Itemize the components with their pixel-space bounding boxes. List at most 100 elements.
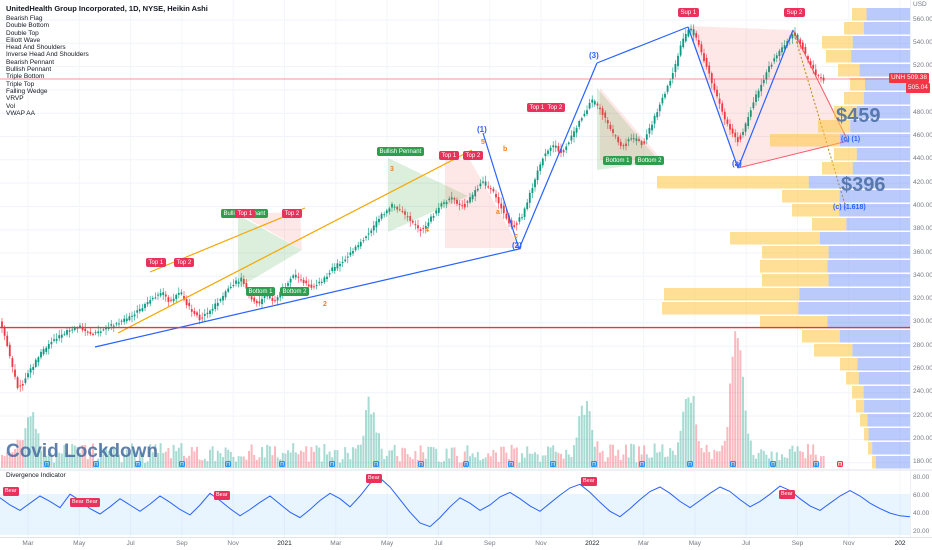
- elliott-wave-label[interactable]: (1): [477, 125, 487, 134]
- time-tick: May: [380, 539, 394, 547]
- elliott-wave-label[interactable]: b: [503, 146, 508, 153]
- pattern-badge-top-1[interactable]: Top 1: [439, 151, 459, 160]
- buy-marker[interactable]: B: [770, 461, 776, 467]
- indicator-bearish-pennant[interactable]: Bearish Pennant: [6, 58, 55, 66]
- indicator-list: Bearish Flag Double Bottom Double Top Ellio…: [6, 15, 208, 117]
- price-tick: 320.00: [913, 295, 932, 303]
- oscillator-tick: 60.00: [913, 491, 930, 499]
- oscillator-tick: 20.00: [913, 527, 930, 535]
- pattern-badge-bottom-1[interactable]: Bottom 1: [603, 156, 633, 165]
- elliott-wave-label[interactable]: 2: [323, 301, 327, 308]
- buy-marker[interactable]: B: [179, 461, 185, 467]
- indicator-double-top[interactable]: Double Top: [6, 29, 39, 37]
- buy-marker[interactable]: B: [225, 461, 231, 467]
- bear-signal-badge[interactable]: Bear: [581, 477, 597, 486]
- elliott-wave-label[interactable]: (3): [589, 51, 599, 60]
- buy-marker[interactable]: B: [508, 461, 514, 467]
- indicator-triple-top[interactable]: Triple Top: [6, 80, 35, 88]
- time-tick: 2021: [277, 539, 292, 547]
- time-tick: Nov: [843, 539, 855, 547]
- indicator-bearish-flag[interactable]: Bearish Flag: [6, 15, 43, 22]
- buy-marker[interactable]: B: [730, 461, 736, 467]
- sell-marker[interactable]: B: [837, 461, 843, 467]
- price-tick: 460.00: [913, 132, 932, 139]
- indicator-vrvp[interactable]: VRVP: [6, 95, 24, 103]
- indicator-vwap-aa[interactable]: VWAP AA: [6, 109, 35, 117]
- pattern-badge-bullish-pennant[interactable]: Bullish Pennant: [377, 147, 424, 156]
- time-tick: Nov: [535, 539, 547, 547]
- elliott-wave-label[interactable]: (2): [512, 241, 522, 250]
- price-target-459[interactable]: $459: [836, 105, 881, 127]
- pattern-badge-bottom-1[interactable]: Bottom 1: [246, 287, 276, 296]
- pattern-badge-top-1[interactable]: Top 1: [235, 209, 255, 218]
- pattern-badge-top-2[interactable]: Top 2: [463, 151, 483, 160]
- elliott-wave-label[interactable]: a: [496, 209, 500, 216]
- bear-signal-badge[interactable]: Bear: [84, 498, 100, 507]
- indicator-double-bottom[interactable]: Double Bottom: [6, 22, 49, 30]
- price-target-396[interactable]: $396: [841, 174, 886, 196]
- buy-marker[interactable]: B: [373, 461, 379, 467]
- pattern-badge-sup-1[interactable]: Sup 1: [678, 8, 699, 17]
- indicator-vol[interactable]: Vol: [6, 102, 16, 110]
- buy-marker[interactable]: B: [687, 461, 693, 467]
- price-tick: 520.00: [913, 62, 932, 70]
- elliott-wave-label[interactable]: c: [514, 233, 518, 240]
- divergence-indicator-title[interactable]: Divergence Indicator: [6, 472, 66, 479]
- covid-lockdown-annotation[interactable]: Covid Lockdown: [6, 441, 158, 462]
- indicator-inverse-head-and-shoulders[interactable]: Inverse Head And Shoulders: [6, 51, 89, 59]
- price-tick: 380.00: [913, 225, 932, 233]
- pattern-badge-top-1[interactable]: Top 1: [527, 103, 547, 112]
- bear-signal-badge[interactable]: Bear: [3, 487, 19, 496]
- pattern-badge-bottom-2[interactable]: Bottom 2: [280, 287, 310, 296]
- time-tick: May: [73, 539, 86, 547]
- pattern-badge-top-2[interactable]: Top 2: [545, 103, 565, 112]
- price-tick: 360.00: [913, 248, 932, 256]
- pattern-badge-top-2[interactable]: Top 2: [174, 258, 194, 267]
- buy-marker[interactable]: B: [550, 461, 556, 467]
- bear-signal-badge[interactable]: Bear: [70, 498, 86, 507]
- symbol-title[interactable]: UnitedHealth Group Incorporated, 1D, NYS…: [6, 4, 208, 13]
- pattern-badge-sup-2[interactable]: Sup 2: [784, 8, 805, 17]
- price-tick: 480.00: [913, 108, 932, 116]
- price-axis[interactable]: USD 560.00 540.00 520.00 480.00 460.00 440.00…: [910, 0, 932, 537]
- buy-marker[interactable]: B: [591, 461, 597, 467]
- time-tick: Mar: [22, 539, 34, 547]
- elliott-wave-label[interactable]: 3: [390, 166, 394, 173]
- pattern-badge-bottom-2[interactable]: Bottom 2: [635, 156, 665, 165]
- price-tick: 240.00: [913, 388, 932, 396]
- buy-marker[interactable]: B: [639, 461, 645, 467]
- fib-label-c1618[interactable]: (c) (1.618): [833, 204, 866, 211]
- indicator-falling-wedge[interactable]: Falling Wedge: [6, 87, 48, 95]
- buy-marker[interactable]: B: [44, 461, 50, 467]
- oscillator-tick: 80.00: [913, 473, 930, 481]
- buy-marker[interactable]: B: [329, 461, 335, 467]
- time-tick: Mar: [637, 539, 650, 547]
- indicator-head-and-shoulders[interactable]: Head And Shoulders: [6, 44, 66, 52]
- indicator-bullish-pennant[interactable]: Bullish Pennant: [6, 66, 52, 74]
- elliott-wave-label[interactable]: 5: [481, 139, 485, 146]
- price-tick: 420.00: [913, 178, 932, 186]
- last-price-value: 509.38: [907, 73, 927, 81]
- buy-marker[interactable]: B: [463, 461, 469, 467]
- buy-marker[interactable]: B: [135, 461, 141, 467]
- time-axis[interactable]: Mar May Jul Sep Nov 2021 Mar May Jul Sep Nov 2022 Ma…: [0, 537, 932, 550]
- fib-label-c1[interactable]: (c) (1): [841, 136, 861, 143]
- last-price-symbol: UNH: [891, 73, 906, 81]
- pattern-badge-top-1[interactable]: Top 1: [146, 258, 166, 267]
- buy-marker[interactable]: B: [418, 461, 424, 467]
- indicator-elliott-wave[interactable]: Elliott Wave: [6, 36, 41, 44]
- bear-signal-badge[interactable]: Bear: [779, 490, 795, 499]
- elliott-wave-label[interactable]: 4: [425, 227, 429, 234]
- buy-marker[interactable]: B: [813, 461, 819, 467]
- buy-marker[interactable]: B: [279, 461, 285, 467]
- bear-signal-badge[interactable]: Bear: [214, 491, 230, 500]
- secondary-price-badge[interactable]: 505.04: [906, 83, 930, 93]
- indicator-triple-bottom[interactable]: Triple Bottom: [6, 73, 45, 81]
- buy-marker[interactable]: B: [93, 461, 99, 467]
- bear-signal-badge[interactable]: Bear: [366, 474, 382, 483]
- pattern-badge-top-2[interactable]: Top 2: [282, 209, 302, 218]
- price-tick: 220.00: [913, 411, 932, 419]
- elliott-wave-label[interactable]: (a): [732, 159, 742, 168]
- last-price-badge[interactable]: UNH 509.38: [889, 73, 929, 83]
